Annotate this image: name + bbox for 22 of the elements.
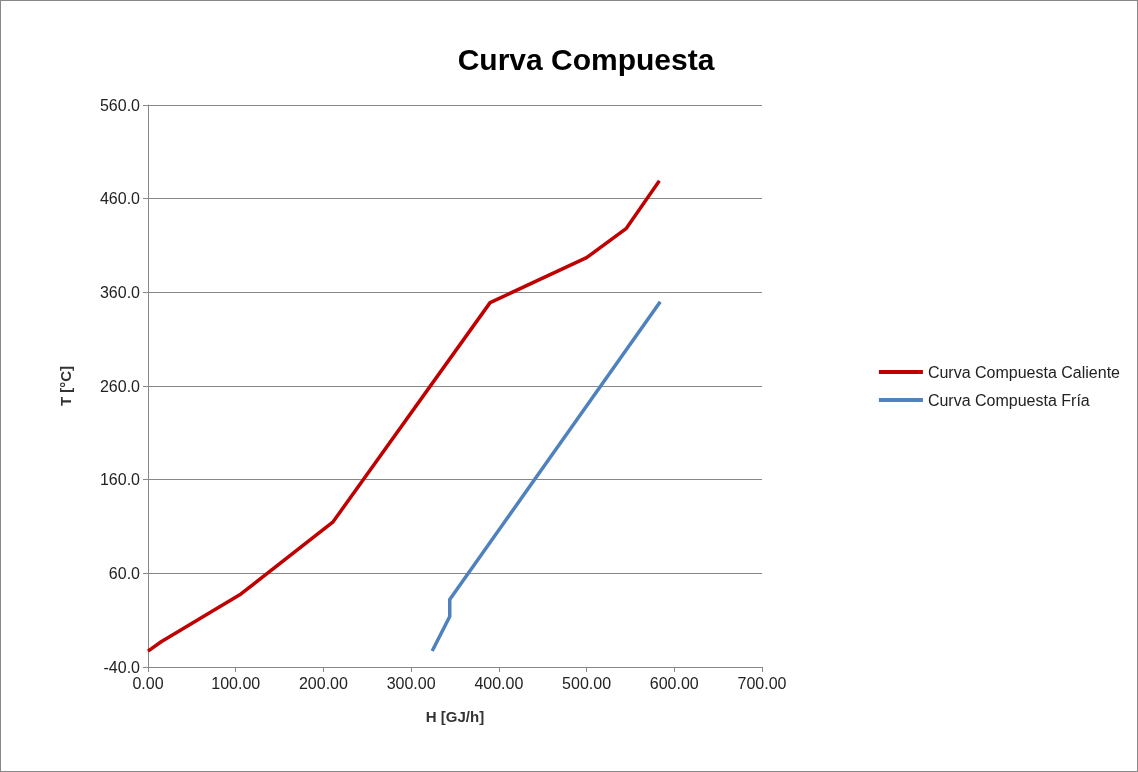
- y-axis-title: T [°C]: [57, 365, 74, 407]
- x-tick-label: 600.00: [649, 674, 699, 692]
- legend-label: Curva Compuesta Caliente: [927, 363, 1121, 381]
- legend-label: Curva Compuesta Fría: [927, 391, 1090, 409]
- x-tick-label: 400.00: [474, 674, 524, 692]
- y-tick-label: 260.0: [99, 377, 141, 395]
- y-tick-label: -40.0: [103, 658, 141, 676]
- x-axis-title: H [GJ/h]: [425, 708, 485, 725]
- y-tick-label: 460.0: [99, 190, 141, 208]
- x-tick-label: 200.00: [298, 674, 348, 692]
- line-series: [430, 299, 662, 653]
- y-tick-label: 560.0: [99, 96, 141, 114]
- y-tick-label: 160.0: [99, 471, 141, 489]
- x-tick-label: 300.00: [386, 674, 436, 692]
- x-tick-label: 500.00: [562, 674, 612, 692]
- y-tick-label: 60.0: [108, 564, 141, 582]
- x-tick-label: 700.00: [737, 674, 787, 692]
- y-tick-label: 360.0: [99, 283, 141, 301]
- x-tick-label: 100.00: [211, 674, 261, 692]
- chart-title: Curva Compuesta: [457, 42, 715, 76]
- line-series: [146, 179, 662, 653]
- x-tick-label: 0.00: [132, 674, 164, 692]
